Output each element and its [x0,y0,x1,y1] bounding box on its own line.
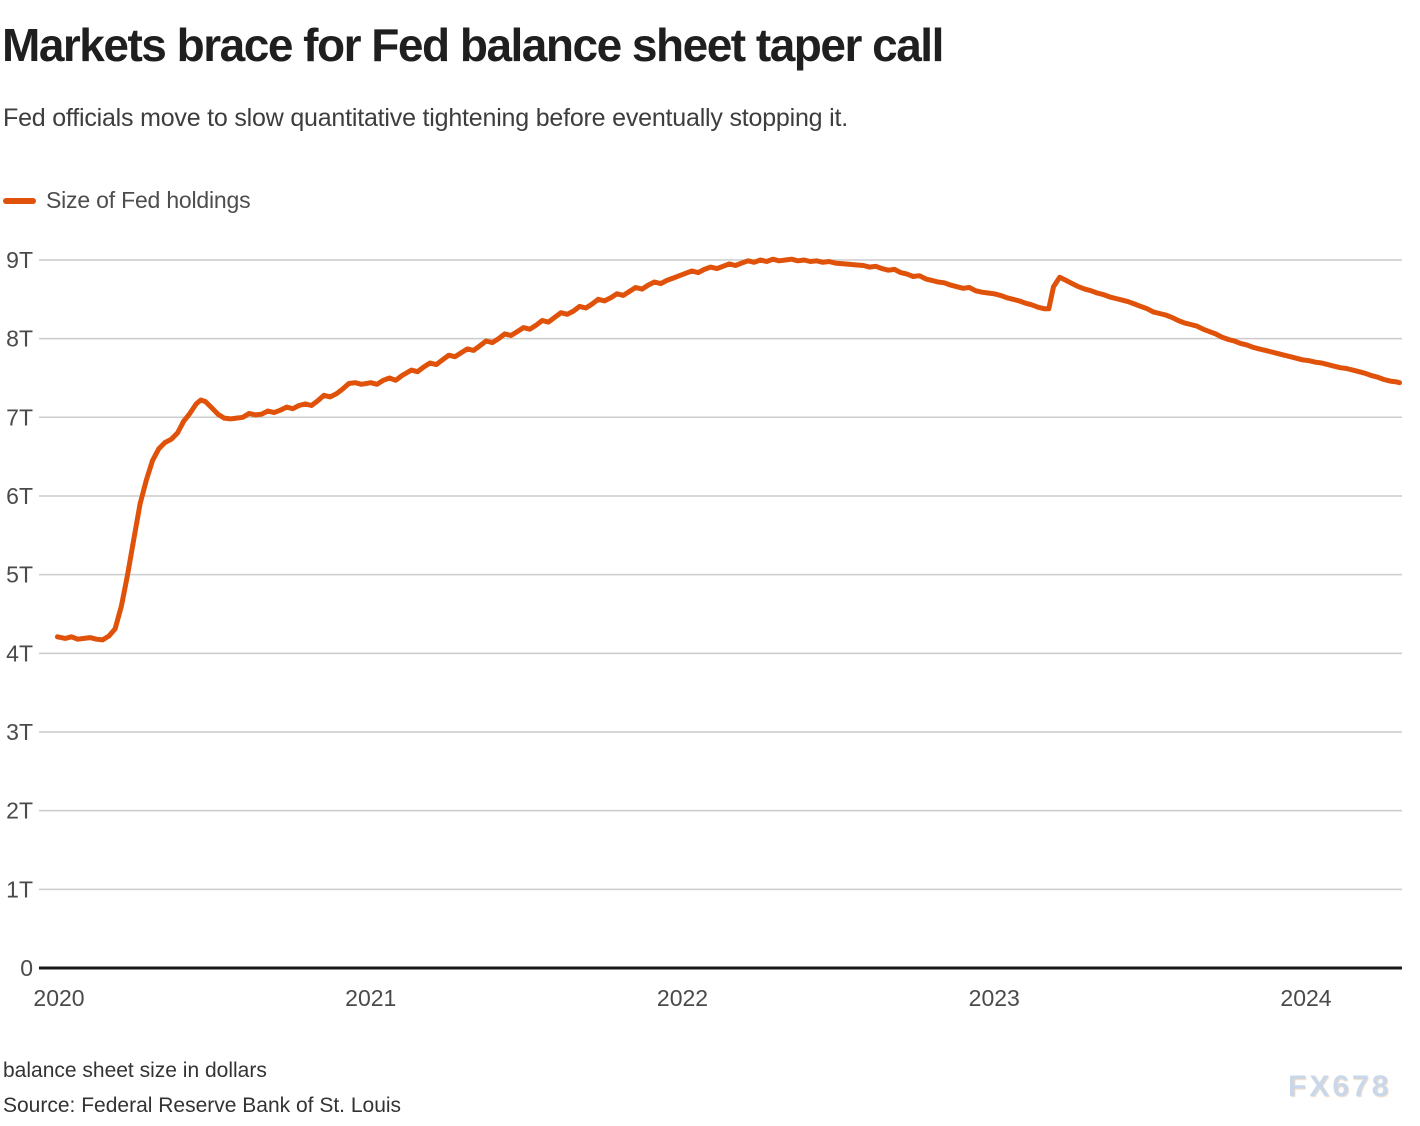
watermark: FX678 [1288,1070,1392,1103]
page-subtitle: Fed officials move to slow quantitative … [3,104,848,132]
axis-unit-note: balance sheet size in dollars [3,1059,267,1082]
y-tick-label: 4T [6,640,33,666]
x-tick-label: 2020 [33,985,84,1011]
legend-line-swatch [3,197,36,204]
y-tick-label: 3T [6,719,33,745]
y-tick-label: 5T [6,562,33,588]
x-tick-label: 2022 [657,985,708,1011]
x-tick-label: 2023 [969,985,1020,1011]
fed-holdings-line-chart: 0 1T 2T 3T 4T 5T 6T 7T 8T 9T 2020 2021 2022 2023 2024 [6,247,1402,1011]
y-tick-label: 6T [6,483,33,509]
legend: Size of Fed holdings [3,187,251,214]
source-credit: Source: Federal Reserve Bank of St. Loui… [3,1094,402,1117]
x-tick-label: 2021 [345,985,396,1011]
y-tick-label: 1T [6,876,33,902]
page-title: Markets brace for Fed balance sheet tape… [2,19,944,71]
y-tick-label: 7T [6,404,33,430]
fed-holdings-line [54,256,1402,643]
y-tick-label: 8T [6,326,33,352]
legend-label: Size of Fed holdings [46,187,251,213]
y-tick-label: 9T [6,247,33,273]
y-tick-label: 2T [6,798,33,824]
y-tick-label: 0 [20,955,33,981]
x-tick-label: 2024 [1280,985,1331,1011]
